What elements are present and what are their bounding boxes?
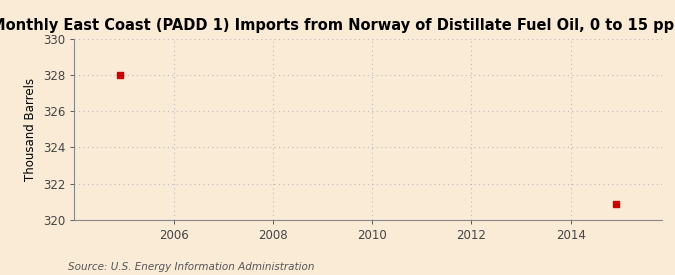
Text: Source: U.S. Energy Information Administration: Source: U.S. Energy Information Administ… — [68, 262, 314, 272]
Title: Monthly East Coast (PADD 1) Imports from Norway of Distillate Fuel Oil, 0 to 15 : Monthly East Coast (PADD 1) Imports from… — [0, 18, 675, 33]
Y-axis label: Thousand Barrels: Thousand Barrels — [24, 78, 37, 181]
